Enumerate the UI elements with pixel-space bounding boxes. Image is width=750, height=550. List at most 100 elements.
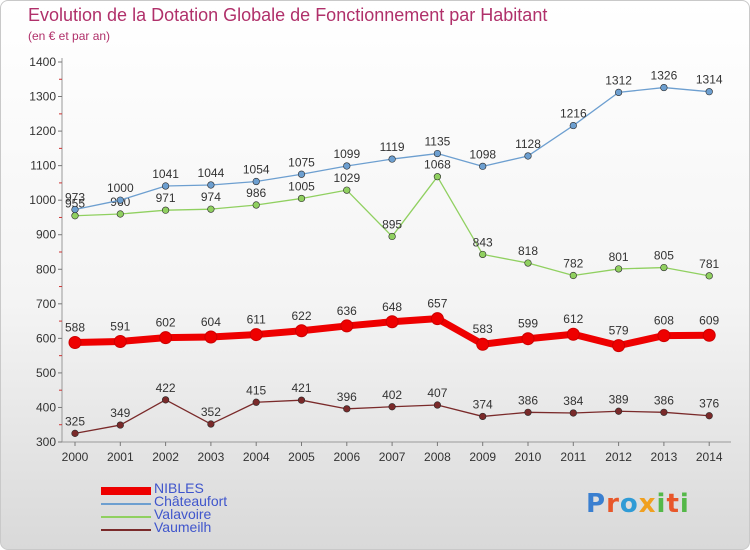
data-point [660,263,668,272]
data-point [524,259,532,267]
data-point [569,271,577,280]
data-point [297,170,306,178]
data-point [343,162,351,170]
data-label: 1044 [198,166,225,180]
data-point [159,331,173,345]
data-point [207,420,215,428]
x-tick-label: 2013 [651,450,678,464]
legend-swatch [101,503,151,505]
data-label: 612 [563,312,583,326]
data-point [479,250,487,259]
data-point [569,409,577,417]
data-label: 805 [654,249,674,263]
y-tick-label: 800 [36,262,56,276]
data-point [162,182,170,190]
data-point [162,206,170,214]
data-label: 801 [609,250,629,264]
data-label: 604 [201,315,221,329]
data-label: 782 [563,256,583,270]
data-label: 1216 [560,107,587,121]
data-label: 591 [110,319,130,333]
x-tick-label: 2003 [198,450,225,464]
x-tick-label: 2002 [152,450,179,464]
data-point [660,83,668,92]
legend-swatch [101,516,151,518]
data-point [524,152,532,160]
y-tick-label: 1100 [30,159,56,173]
data-label: 376 [699,397,719,411]
data-label: 1075 [288,155,315,169]
data-label: 588 [65,321,85,335]
data-point [71,205,79,214]
data-label: 1119 [380,140,405,154]
data-label: 407 [427,386,447,400]
x-tick-label: 2001 [107,450,134,464]
data-label: 973 [65,191,85,205]
y-tick-label: 300 [36,435,56,449]
x-tick-label: 2004 [243,450,270,464]
logo-letter: t [666,489,680,519]
data-point [657,329,671,343]
y-tick-label: 500 [36,366,56,380]
logo-letter: o [619,489,639,519]
data-label: 421 [291,381,311,395]
data-label: 1068 [424,158,451,172]
data-point [566,327,580,341]
data-label: 325 [65,414,85,428]
data-label: 602 [156,316,176,330]
data-point [385,315,399,329]
data-point [249,328,263,342]
data-point [297,194,306,203]
data-label: 636 [337,304,357,318]
data-label: 1128 [515,137,541,151]
data-point [430,312,444,326]
x-tick-label: 2009 [469,450,496,464]
logo-letter: i [679,489,690,519]
data-point [207,181,215,189]
data-point [705,412,713,420]
data-point [71,212,79,220]
data-label: 1029 [333,171,360,185]
logo-letter: r [606,489,620,519]
data-point [116,196,124,204]
data-label: 384 [563,394,583,408]
data-label: 622 [291,309,311,323]
x-tick-label: 2008 [424,450,451,464]
data-label: 583 [473,322,493,336]
legend-label: Châteaufort [154,493,228,509]
x-tick-label: 2000 [62,450,89,464]
data-point [68,336,82,350]
data-label: 1041 [152,167,179,181]
data-point [162,396,170,404]
data-label: 352 [201,405,221,419]
data-point [207,205,215,213]
data-label: 611 [247,313,266,327]
data-label: 599 [518,317,538,331]
data-label: 402 [382,388,402,402]
data-label: 986 [246,186,266,200]
data-point [71,429,79,437]
data-point [569,121,577,130]
x-tick-label: 2010 [515,450,542,464]
data-label: 1326 [651,69,678,83]
data-point [476,337,490,351]
data-label: 1098 [469,147,496,161]
data-point [614,88,623,96]
data-point [660,408,668,416]
data-point [612,339,626,353]
data-label: 1000 [107,181,134,195]
x-tick-label: 2006 [333,450,360,464]
data-point [297,396,306,404]
data-label: 579 [609,324,629,338]
data-point [204,330,218,344]
data-point [524,408,532,416]
y-tick-label: 1000 [29,193,56,207]
legend-label: NIBLES [154,480,204,496]
data-point [521,332,535,346]
data-label: 971 [156,191,176,205]
legend-swatch [101,529,151,531]
proxiti-logo: Proxiti [586,489,690,519]
data-label: 389 [609,392,629,406]
x-tick-label: 2007 [379,450,406,464]
legend-swatch [101,487,151,495]
